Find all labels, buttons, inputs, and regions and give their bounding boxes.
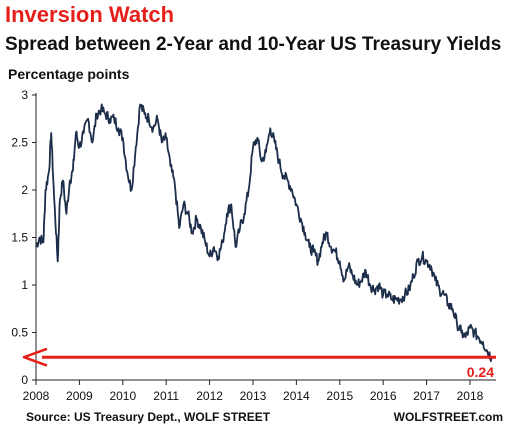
chart-axes — [35, 93, 496, 381]
x-tick-label: 2017 — [413, 389, 440, 403]
x-tick-label: 2015 — [326, 389, 353, 403]
x-axis-ticks: 2008 2009 2010 2011 2012 2013 2014 2015 2016 2017… — [23, 380, 484, 403]
x-tick-label: 2016 — [370, 389, 397, 403]
x-tick-label: 2008 — [23, 389, 50, 403]
left-arrow-icon — [22, 347, 48, 367]
y-tick-label: 1 — [21, 278, 28, 292]
source-note: Source: US Treasury Dept., WOLF STREET — [26, 410, 271, 424]
x-tick-label: 2009 — [66, 389, 93, 403]
y-tick-label: 3 — [21, 88, 28, 102]
site-credit: WOLFSTREET.com — [393, 410, 503, 424]
chart-subtitle: Spread between 2-Year and 10-Year US Tre… — [5, 34, 502, 55]
y-tick-label: 2.5 — [11, 136, 28, 150]
y-axis-ticks: 0 0.5 1 1.5 2 2.5 3 — [11, 88, 36, 387]
x-tick-label: 2012 — [196, 389, 223, 403]
y-tick-label: 0 — [21, 373, 28, 387]
y-tick-label: 1.5 — [11, 231, 28, 245]
x-tick-label: 2011 — [153, 389, 179, 403]
x-tick-label: 2018 — [457, 389, 484, 403]
y-tick-label: 0.5 — [11, 326, 28, 340]
reference-line-label: 0.24 — [467, 364, 494, 380]
series-group — [35, 103, 493, 363]
reference-line-group: 0.24 — [22, 347, 496, 380]
x-tick-label: 2010 — [109, 389, 136, 403]
chart-title: Inversion Watch — [5, 2, 175, 27]
spread-series-line — [35, 103, 493, 363]
y-tick-label: 2 — [21, 183, 28, 197]
y-axis-label: Percentage points — [8, 66, 130, 82]
x-tick-label: 2014 — [283, 389, 310, 403]
x-tick-label: 2013 — [240, 389, 267, 403]
